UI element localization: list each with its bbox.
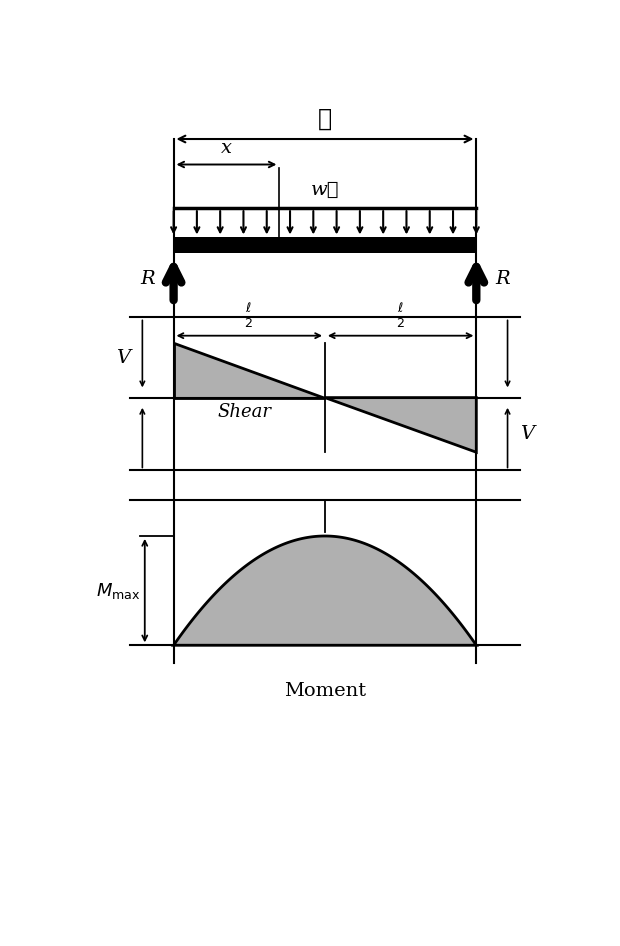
Text: Moment: Moment [284, 682, 366, 700]
Text: $\frac{\ell}{2}$: $\frac{\ell}{2}$ [396, 302, 405, 330]
Text: V: V [520, 425, 534, 443]
Text: wℓ: wℓ [311, 181, 339, 199]
Text: R: R [495, 270, 510, 288]
Text: $\frac{\ell}{2}$: $\frac{\ell}{2}$ [244, 302, 254, 330]
Polygon shape [174, 343, 325, 397]
Text: V: V [116, 348, 130, 366]
Text: ℓ: ℓ [318, 107, 332, 131]
Polygon shape [325, 397, 476, 452]
Text: $M_{\mathrm{max}}$: $M_{\mathrm{max}}$ [96, 581, 141, 601]
Text: x: x [221, 139, 232, 157]
Bar [174, 237, 476, 254]
Text: R: R [140, 270, 154, 288]
Polygon shape [174, 536, 476, 645]
Text: Shear: Shear [218, 403, 272, 421]
